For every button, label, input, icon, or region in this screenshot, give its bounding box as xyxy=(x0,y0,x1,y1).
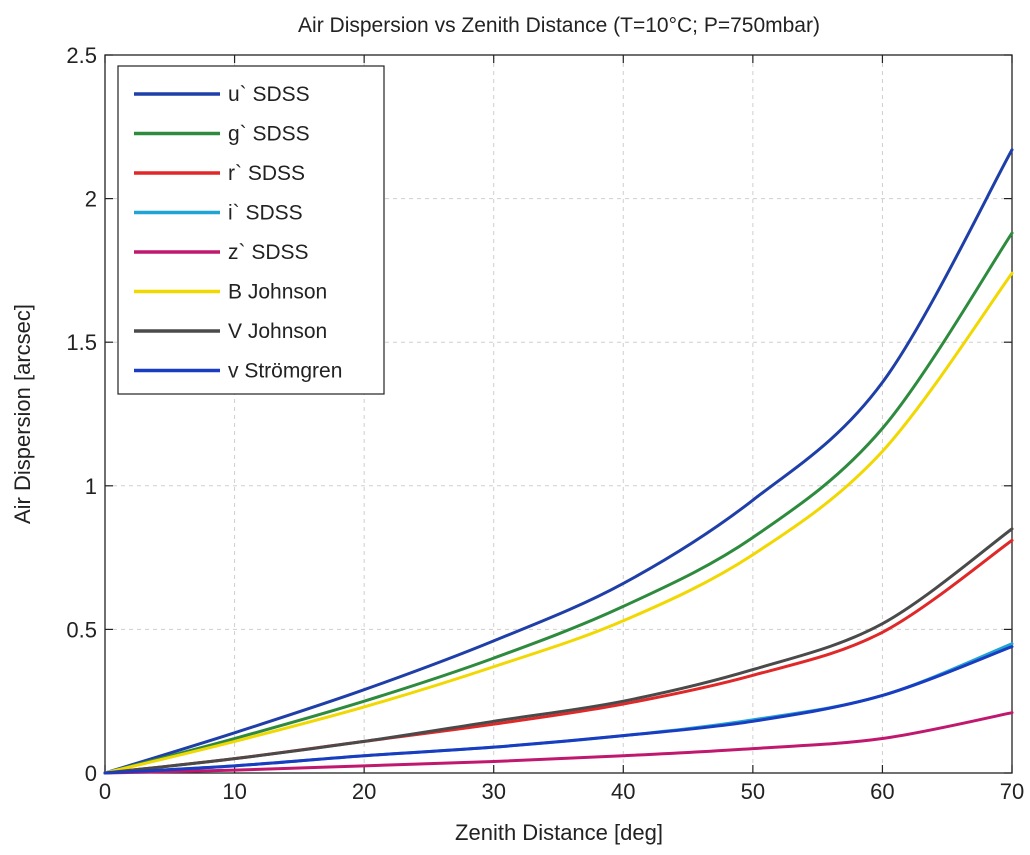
x-tick-label: 50 xyxy=(741,779,765,804)
x-tick-label: 60 xyxy=(870,779,894,804)
chart-title: Air Dispersion vs Zenith Distance (T=10°… xyxy=(298,14,820,37)
y-tick-label: 1.5 xyxy=(66,330,97,355)
legend-label: g` SDSS xyxy=(228,123,310,146)
x-tick-label: 0 xyxy=(99,779,111,804)
legend-label: z` SDSS xyxy=(228,241,309,264)
series-line-4 xyxy=(103,711,1014,775)
series-line-0 xyxy=(103,148,1014,775)
legend-label: B Johnson xyxy=(228,281,327,304)
x-tick-label: 10 xyxy=(222,779,246,804)
series-line-7 xyxy=(103,645,1014,775)
series-line-5 xyxy=(103,271,1014,775)
axes-frame xyxy=(104,54,1013,774)
plot-area: 0 10 20 30 40 50 60 70 0 0.5 1 1.5 2 2.5 u` SDSS g` SDS… xyxy=(66,43,1024,804)
x-axis-label: Zenith Distance [deg] xyxy=(455,820,663,845)
y-tick-label: 0 xyxy=(85,761,97,786)
x-tick-label: 20 xyxy=(352,779,376,804)
legend-label: v Strömgren xyxy=(228,360,342,383)
y-tick-label: 2 xyxy=(85,187,97,212)
legend-label: r` SDSS xyxy=(228,162,305,185)
legend-label: V Johnson xyxy=(228,320,327,343)
y-tick-label: 2.5 xyxy=(66,43,97,68)
legend-box xyxy=(117,65,385,395)
y-tick-label: 1 xyxy=(85,474,97,499)
series-line-1 xyxy=(103,231,1014,775)
x-tick-label: 40 xyxy=(611,779,635,804)
legend-label: i` SDSS xyxy=(228,202,303,225)
y-tick-label: 0.5 xyxy=(66,617,97,642)
legend-label: u` SDSS xyxy=(228,83,310,106)
x-tick-label: 70 xyxy=(1000,779,1024,804)
series-line-6 xyxy=(103,527,1014,775)
x-tick-label: 30 xyxy=(481,779,505,804)
y-axis-label: Air Dispersion [arcsec] xyxy=(10,304,35,524)
